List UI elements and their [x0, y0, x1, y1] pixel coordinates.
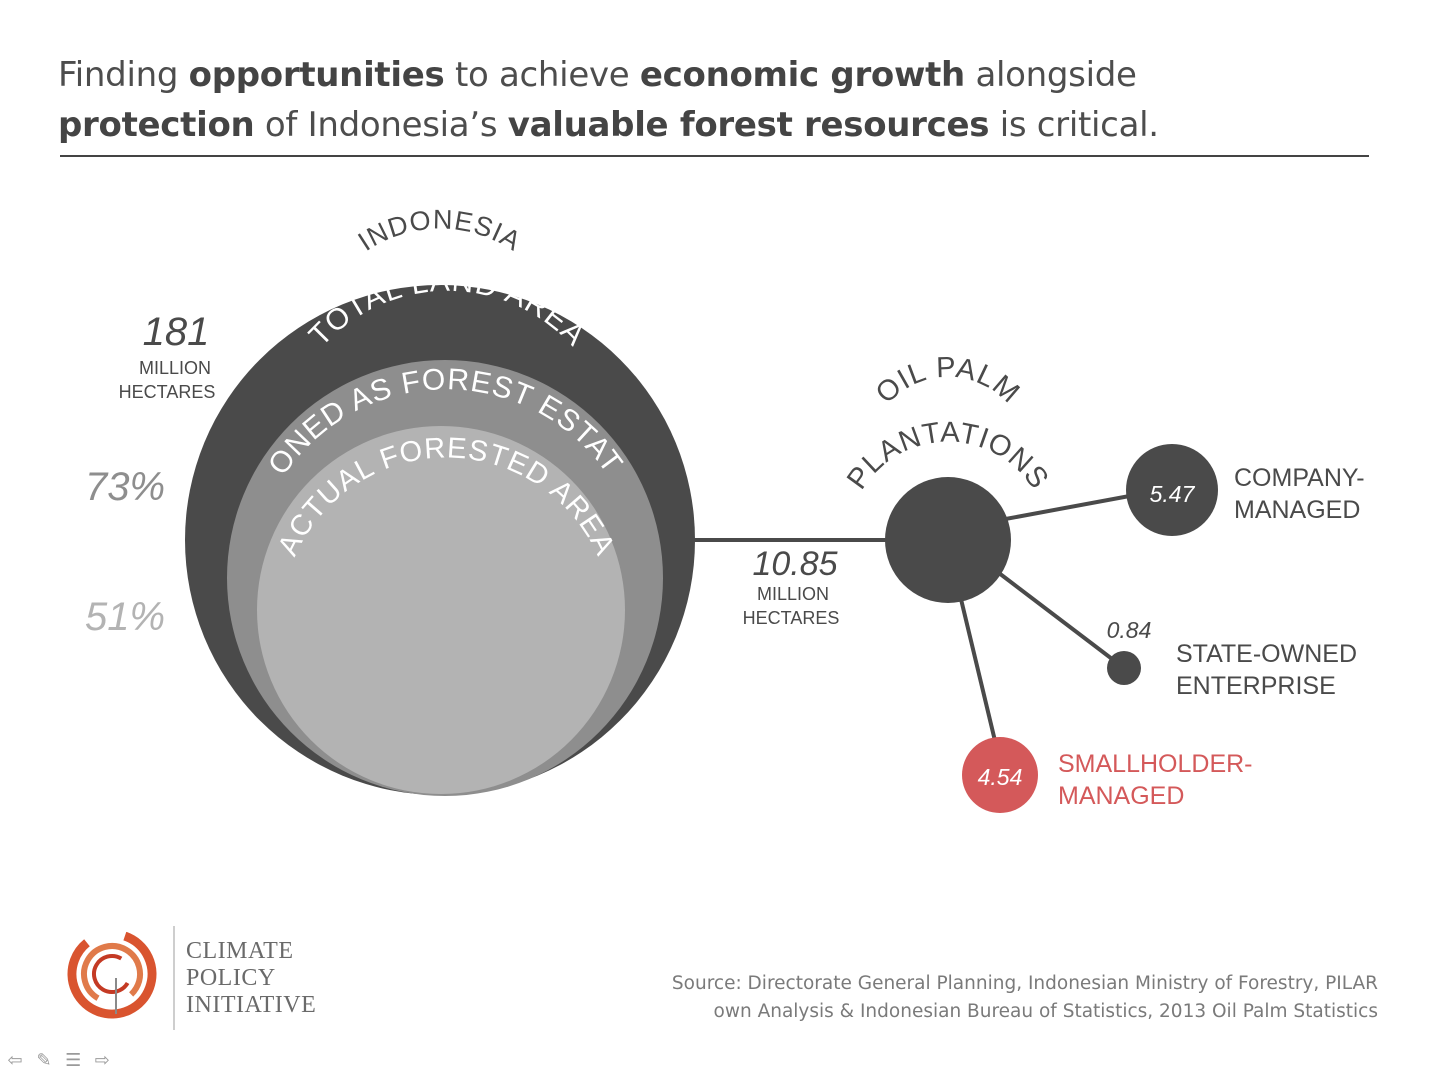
state-label-line-1: STATE-OWNED — [1176, 640, 1357, 668]
logo-line-2: POLICY — [186, 965, 276, 991]
oil-palm-value: 10.85 — [752, 545, 837, 583]
total-value: 181 — [143, 310, 210, 354]
state-value: 0.84 — [1107, 617, 1152, 643]
title-segment: valuable forest resources — [507, 105, 990, 145]
title-line-2: protection of Indonesia’s valuable fores… — [58, 100, 1378, 150]
indonesia-label: INDONESIA — [353, 204, 527, 256]
logo-wordmark: CLIMATE POLICY INITIATIVE — [186, 938, 316, 1019]
title-segment: is critical. — [989, 105, 1159, 145]
title-segment: of Indonesia’s — [254, 105, 508, 145]
total-unit-line-2: HECTARES — [119, 382, 216, 402]
title-divider — [60, 155, 1369, 157]
title-segment: economic growth — [639, 55, 965, 95]
forest-estate-percent: 73% — [85, 465, 165, 509]
company-label-line-1: COMPANY- — [1234, 464, 1365, 492]
logo-line-3: INITIATIVE — [186, 992, 317, 1018]
title-segment: Finding — [58, 55, 189, 95]
company-circle — [1126, 444, 1218, 536]
left-arrow-icon[interactable]: ⇦ — [7, 1050, 23, 1071]
oil-palm-circle — [885, 477, 1011, 603]
title-segment: alongside — [964, 55, 1137, 95]
title-segment: protection — [58, 105, 255, 145]
total-unit-line-1: MILLION — [139, 358, 211, 378]
branch-line-state — [993, 568, 1122, 667]
oil-palm-unit-line-2: HECTARES — [743, 608, 840, 628]
branch-line-smallholder — [958, 594, 998, 746]
right-arrow-icon[interactable]: ⇨ — [94, 1050, 110, 1071]
logo-mark-icon — [67, 929, 157, 1019]
pen-icon[interactable]: ✎ — [36, 1050, 52, 1071]
smallholder-value: 4.54 — [978, 764, 1023, 790]
company-value: 5.47 — [1150, 481, 1196, 507]
state-label-line-2: ENTERPRISE — [1176, 672, 1336, 700]
oil-palm-label-line-1: OIL PALM — [870, 352, 1026, 410]
forested-area-percent: 51% — [85, 595, 165, 639]
slide-navigation: ⇦ ✎ ☰ ⇨ — [4, 1050, 115, 1076]
source-line-1: Source: Directorate General Planning, In… — [671, 973, 1378, 994]
menu-icon[interactable]: ☰ — [65, 1050, 82, 1071]
smallholder-circle — [962, 737, 1038, 813]
source-line-2: own Analysis & Indonesian Bureau of Stat… — [713, 1001, 1378, 1022]
page-title: Finding opportunities to achieve economi… — [58, 50, 1378, 150]
smallholder-label-line-1: SMALLHOLDER- — [1058, 750, 1253, 778]
oil-palm-unit-line-1: MILLION — [757, 584, 829, 604]
title-line-1: Finding opportunities to achieve economi… — [58, 50, 1378, 100]
source-note: Source: Directorate General Planning, In… — [672, 970, 1378, 1026]
climate-policy-initiative-logo — [67, 926, 175, 1030]
title-segment: to achieve — [444, 55, 640, 95]
forested-area-circle — [257, 426, 625, 794]
branch-line-company — [999, 493, 1136, 522]
company-label-line-2: MANAGED — [1234, 496, 1360, 524]
logo-line-1: CLIMATE — [186, 938, 294, 964]
state-circle — [1107, 651, 1141, 685]
title-segment: opportunities — [188, 55, 445, 95]
smallholder-label-line-2: MANAGED — [1058, 782, 1184, 810]
